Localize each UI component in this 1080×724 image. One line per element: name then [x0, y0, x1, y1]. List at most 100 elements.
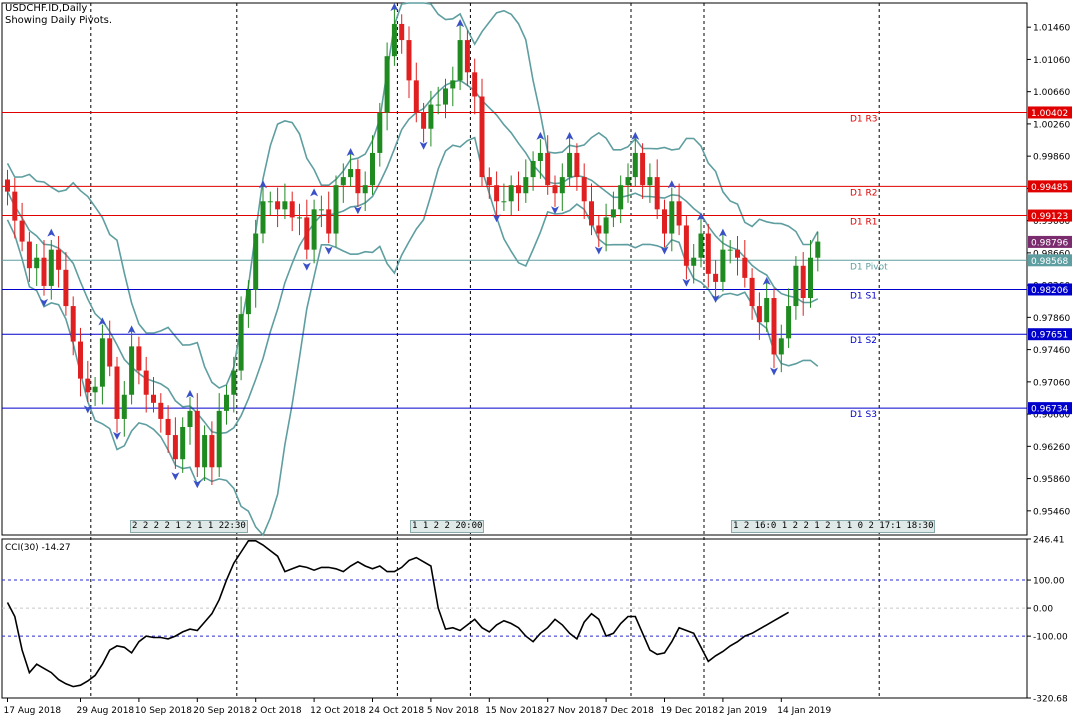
fractal-up-arrow — [718, 228, 727, 237]
bearish-candle — [355, 169, 361, 194]
bearish-candle — [705, 233, 711, 274]
bullish-candle — [48, 249, 54, 286]
price-axis-label: 0.96260 — [1033, 443, 1070, 453]
cci-axis-label: -100.00 — [1033, 633, 1068, 643]
time-axis-label: 29 Aug 2018 — [77, 706, 135, 716]
fractal-down-arrow — [171, 472, 180, 481]
bullish-candle — [34, 257, 40, 269]
bullish-candle — [523, 177, 529, 194]
bullish-candle — [435, 104, 441, 106]
bearish-candle — [494, 185, 500, 202]
time-axis-label: 5 Nov 2018 — [427, 706, 479, 716]
bearish-candle — [756, 306, 762, 323]
fractal-down-arrow — [419, 141, 428, 150]
price-panel-frame — [1, 2, 1028, 536]
time-axis-label: 12 Oct 2018 — [310, 706, 366, 716]
bullish-candle — [129, 346, 135, 395]
price-axis-label: 0.97460 — [1033, 346, 1070, 356]
bullish-candle — [260, 201, 266, 234]
pivot-level-label: D1 R1 — [850, 218, 878, 228]
bullish-candle — [231, 370, 237, 395]
price-tag — [1028, 402, 1072, 415]
cci-panel-frame — [1, 538, 1028, 699]
bearish-candle — [12, 191, 18, 221]
bullish-candle — [238, 314, 244, 371]
bearish-candle — [209, 435, 215, 468]
bearish-candle — [275, 201, 281, 210]
bearish-candle — [596, 225, 602, 234]
bullish-candle — [216, 410, 222, 468]
bullish-candle — [333, 185, 339, 234]
price-tag-label: 1.00402 — [1031, 109, 1068, 119]
bullish-candle — [764, 298, 770, 323]
fractal-down-arrow — [660, 246, 669, 255]
bullish-candle — [501, 201, 507, 203]
bearish-candle — [800, 265, 806, 299]
bearish-candle — [172, 435, 178, 460]
fractal-up-arrow — [98, 317, 107, 326]
fractal-down-arrow — [594, 246, 603, 255]
bullish-candle — [370, 152, 375, 186]
bullish-candle — [253, 233, 259, 290]
price-axis-label: 1.01460 — [1033, 24, 1070, 34]
bearish-candle — [26, 241, 32, 269]
bullish-candle — [698, 233, 704, 258]
pivot-level-label: D1 S1 — [850, 291, 877, 301]
bearish-candle — [713, 273, 719, 282]
bullish-candle — [267, 201, 273, 203]
time-axis-label: 17 Aug 2018 — [4, 706, 62, 716]
price-tag — [1028, 235, 1072, 248]
bearish-candle — [136, 346, 142, 371]
price-tag — [1028, 180, 1072, 193]
time-axis-label: 10 Sep 2018 — [135, 706, 192, 716]
price-tag-label: 0.98568 — [1031, 257, 1068, 267]
bullish-candle — [391, 23, 397, 57]
bearish-candle — [472, 72, 478, 97]
bullish-candle — [384, 56, 390, 113]
session-strip: 1 2 16:0 1 2 2 1 2 1 1 0 2 17:1 18:30 — [731, 520, 936, 533]
bearish-candle — [516, 185, 521, 194]
bullish-candle — [625, 177, 631, 186]
bearish-candle — [413, 80, 419, 113]
time-axis-label: 27 Nov 2018 — [544, 706, 602, 716]
bearish-candle — [406, 40, 412, 81]
price-tag — [1028, 283, 1072, 296]
fractal-up-arrow — [762, 277, 771, 286]
bullish-candle — [297, 217, 302, 219]
bullish-candle — [537, 152, 543, 161]
bearish-candle — [421, 112, 427, 129]
bearish-candle — [676, 201, 682, 226]
bullish-candle — [720, 249, 726, 282]
band-middle — [6, 79, 819, 435]
price-axis-label: 0.95460 — [1033, 507, 1070, 517]
bullish-candle — [318, 209, 324, 211]
fractal-up-arrow — [310, 188, 319, 197]
bearish-candle — [194, 410, 200, 468]
bullish-candle — [450, 80, 456, 89]
cci-axis-label: 246.41 — [1033, 536, 1065, 546]
price-tag — [1028, 106, 1072, 119]
cci-title: CCI(30) -14.27 — [5, 543, 71, 553]
bullish-candle — [92, 386, 98, 393]
bullish-candle — [245, 289, 251, 315]
price-tag-label: 0.99485 — [1031, 183, 1068, 193]
time-axis-label: 19 Dec 2018 — [661, 706, 719, 716]
bullish-candle — [362, 185, 368, 194]
bullish-candle — [669, 201, 675, 234]
fractal-up-arrow — [667, 180, 676, 189]
bullish-candle — [815, 241, 821, 258]
cci-axis-label: 0.00 — [1033, 605, 1053, 615]
pivots-notice: Showing Daily Pivots. — [5, 15, 113, 26]
fractal-down-arrow — [492, 214, 501, 223]
time-axis-label: 7 Dec 2018 — [602, 706, 654, 716]
bearish-candle — [742, 257, 748, 278]
fractal-up-arrow — [536, 131, 545, 140]
bearish-candle — [19, 220, 25, 242]
bearish-candle — [107, 338, 113, 367]
fractal-down-arrow — [682, 278, 691, 287]
bullish-candle — [647, 177, 653, 186]
bearish-candle — [486, 177, 492, 186]
bearish-candle — [151, 394, 156, 403]
